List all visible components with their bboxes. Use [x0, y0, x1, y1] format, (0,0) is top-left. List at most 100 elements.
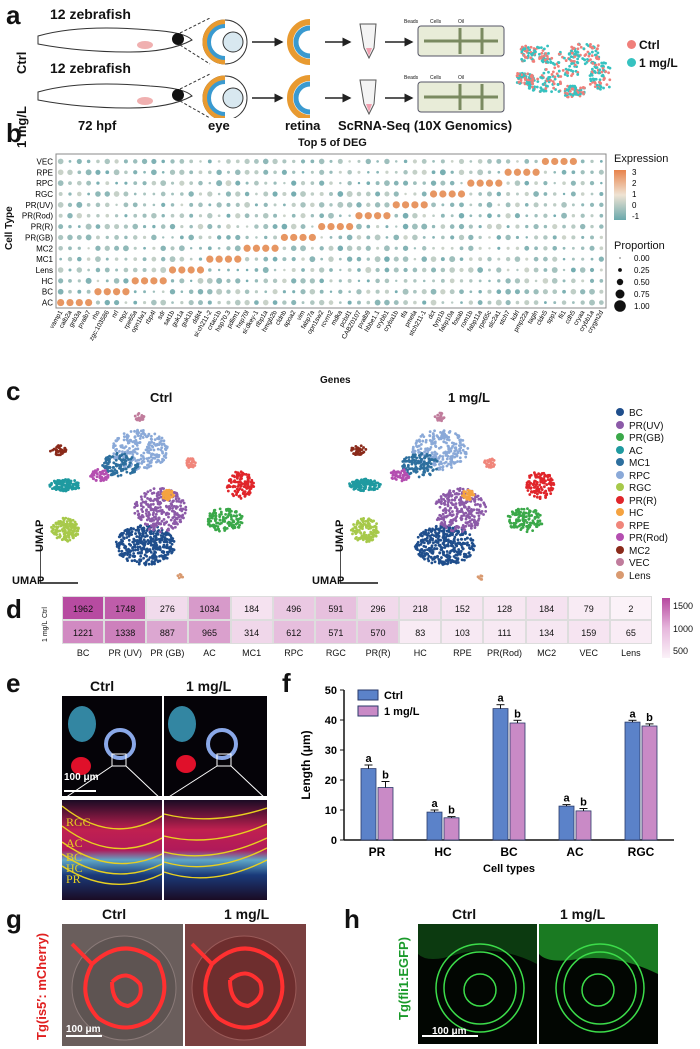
umap-title-treat: 1 mg/L: [448, 390, 490, 405]
dot-mark: [170, 181, 175, 185]
umap-point: [141, 529, 145, 533]
umap-point: [451, 526, 455, 530]
umap-point: [116, 438, 120, 441]
umap-point: [98, 474, 102, 477]
dot-mark: [255, 192, 258, 196]
umap-point: [422, 544, 426, 548]
umap-point: [142, 527, 146, 531]
umap-point: [418, 454, 421, 457]
dot-mark: [254, 159, 259, 164]
umap-point: [129, 471, 132, 475]
umap-point: [137, 516, 141, 520]
dot-mark: [179, 256, 185, 262]
umap-point: [362, 450, 366, 454]
umap-point: [576, 90, 580, 94]
dot-mark: [198, 192, 203, 196]
umap-point: [465, 515, 469, 519]
umap-point: [103, 466, 107, 470]
umap-point: [66, 539, 70, 543]
dot-mark: [282, 300, 287, 305]
dot-mark: [523, 168, 531, 176]
umap-point: [119, 458, 123, 462]
dot-mark: [113, 191, 120, 197]
umap-point: [124, 546, 127, 550]
umap-point: [232, 514, 236, 518]
dot-mark: [496, 235, 502, 240]
umap-point: [125, 470, 129, 474]
umap-point: [526, 72, 530, 76]
umap-point: [466, 447, 470, 450]
dot-mark: [543, 268, 548, 272]
umap-point: [398, 474, 402, 478]
umap-point: [56, 525, 60, 529]
umap-point: [112, 442, 116, 446]
dot-mark: [169, 289, 176, 295]
dot-mark: [160, 180, 167, 187]
umap-point: [165, 556, 169, 560]
dot-mark: [515, 192, 519, 196]
colorbar-tick: 1500: [673, 601, 694, 611]
umap-point: [517, 76, 521, 80]
umap-point: [525, 82, 529, 85]
umap-point: [508, 515, 512, 519]
dot-mark: [478, 192, 482, 196]
heatmap-column-label: MC1: [242, 648, 262, 658]
umap-point: [472, 508, 476, 512]
dot-mark: [376, 224, 380, 229]
umap-point: [458, 447, 461, 451]
umap-point: [132, 555, 136, 559]
dot-mark: [143, 246, 146, 250]
dot-mark: [216, 169, 222, 175]
umap-point: [353, 526, 357, 529]
umap-point: [69, 521, 72, 525]
dot-mark: [133, 246, 137, 250]
umap-point: [596, 44, 600, 48]
umap-point: [149, 499, 153, 503]
umap-point: [134, 417, 138, 421]
umap-point: [444, 538, 448, 541]
umap-point: [550, 481, 553, 485]
umap-point: [140, 497, 144, 501]
umap-point: [136, 465, 140, 468]
umap-point: [542, 491, 546, 495]
dot-mark: [441, 301, 445, 304]
umap-point: [528, 484, 531, 487]
dot-mark: [68, 224, 72, 229]
umap-legend-item: HC: [616, 508, 668, 521]
dot-mark: [292, 170, 296, 174]
dot-mark: [599, 246, 604, 251]
umap-point: [68, 538, 72, 542]
umap-point: [149, 489, 152, 492]
umap-point: [461, 547, 465, 551]
dot-mark: [590, 192, 594, 196]
dot-mark: [551, 157, 559, 166]
umap-point: [229, 515, 233, 519]
umap-point: [348, 482, 351, 486]
dot-mark: [365, 191, 371, 197]
umap-point: [143, 433, 146, 436]
dot-mark: [235, 180, 241, 186]
dot-mark: [348, 290, 351, 294]
dot-mark: [487, 300, 492, 305]
umap-point: [453, 535, 457, 539]
dot-mark: [152, 246, 156, 250]
legend-dot-icon: [616, 570, 624, 579]
umap-point: [218, 507, 222, 511]
umap-point: [529, 486, 533, 490]
umap-point: [354, 452, 358, 456]
umap-point: [358, 488, 362, 492]
umap-point: [588, 82, 592, 86]
umap-point: [529, 473, 533, 477]
umap-point: [469, 512, 473, 516]
umap-point: [535, 492, 539, 496]
y-tick-label: 30: [325, 745, 337, 757]
dot-mark: [320, 257, 324, 261]
dot-mark: [318, 202, 325, 208]
umap-point: [112, 470, 115, 474]
umap-point: [371, 535, 375, 539]
chip-label-oil: Oil: [458, 19, 465, 25]
panel-a-label: a: [6, 0, 21, 30]
umap-point: [190, 460, 194, 464]
umap-point: [119, 473, 123, 477]
dot-mark: [553, 181, 556, 185]
